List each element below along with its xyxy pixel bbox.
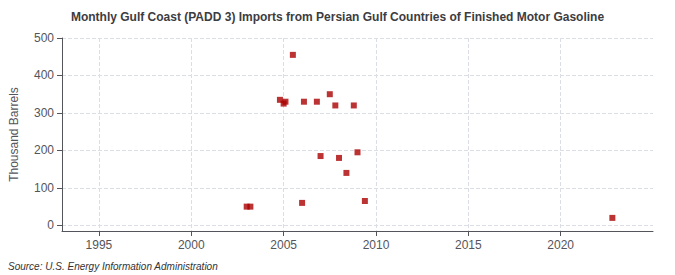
svg-text:2020: 2020 (547, 238, 574, 252)
svg-text:Thousand Barrels: Thousand Barrels (7, 87, 21, 182)
svg-text:200: 200 (34, 143, 54, 157)
svg-text:1995: 1995 (86, 238, 113, 252)
svg-text:300: 300 (34, 106, 54, 120)
svg-text:400: 400 (34, 68, 54, 82)
svg-text:100: 100 (34, 181, 54, 195)
svg-text:Monthly Gulf Coast (PADD 3) Im: Monthly Gulf Coast (PADD 3) Imports from… (71, 10, 604, 24)
svg-text:0: 0 (47, 218, 54, 232)
svg-text:2015: 2015 (455, 238, 482, 252)
svg-text:500: 500 (34, 31, 54, 45)
svg-text:2010: 2010 (363, 238, 390, 252)
svg-text:Source: U.S. Energy Informatio: Source: U.S. Energy Information Administ… (8, 261, 218, 272)
svg-text:2005: 2005 (270, 238, 297, 252)
svg-text:2000: 2000 (178, 238, 205, 252)
